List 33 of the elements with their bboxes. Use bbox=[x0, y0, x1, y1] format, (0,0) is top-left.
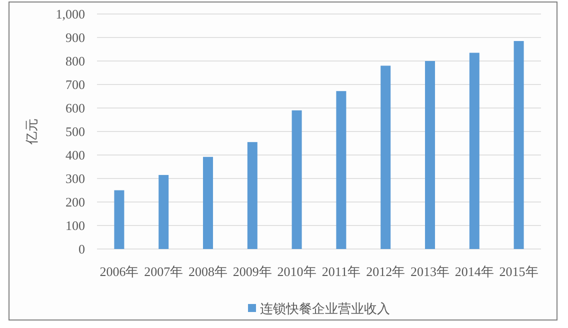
y-axis-title: 亿元 bbox=[24, 118, 39, 146]
bar bbox=[158, 174, 169, 249]
x-tick-label: 2008年 bbox=[188, 264, 228, 279]
y-tick-label: 900 bbox=[66, 30, 85, 45]
x-tick-label: 2009年 bbox=[232, 264, 272, 279]
y-tick-label: 100 bbox=[66, 218, 85, 233]
bar bbox=[292, 110, 302, 249]
y-tick-label: 500 bbox=[66, 124, 85, 139]
y-tick-label: 200 bbox=[66, 194, 85, 210]
bar bbox=[114, 190, 124, 249]
x-tick-label: 2014年 bbox=[454, 264, 494, 279]
y-tick-label: 800 bbox=[66, 54, 85, 68]
y-tick-label: 1,000 bbox=[56, 6, 85, 22]
x-tick-label: 2006年 bbox=[100, 264, 139, 279]
bar bbox=[425, 61, 435, 249]
y-tick-label: 400 bbox=[66, 148, 85, 162]
bar bbox=[469, 52, 480, 249]
x-tick-label: 2007年 bbox=[144, 264, 184, 279]
bar bbox=[203, 156, 213, 249]
bar bbox=[247, 142, 258, 249]
bar bbox=[514, 41, 524, 249]
bar bbox=[336, 91, 346, 249]
x-tick-label: 2010年 bbox=[277, 264, 316, 279]
y-tick-label: 700 bbox=[66, 77, 85, 92]
legend-label: 连锁快餐企业营业收入 bbox=[260, 301, 390, 316]
x-tick-label: 2012年 bbox=[366, 264, 406, 279]
y-tick-label: 600 bbox=[66, 100, 85, 116]
x-tick-label: 2015年 bbox=[499, 264, 538, 279]
y-tick-label: 300 bbox=[66, 171, 85, 186]
x-tick-label: 2013年 bbox=[410, 264, 450, 279]
y-tick-label: 0 bbox=[78, 242, 85, 256]
bar bbox=[380, 66, 391, 249]
x-tick-label: 2011年 bbox=[322, 264, 360, 279]
